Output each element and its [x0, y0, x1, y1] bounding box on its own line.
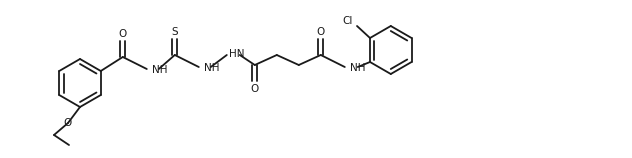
Text: NH: NH [152, 65, 167, 75]
Text: O: O [64, 118, 72, 128]
Text: O: O [119, 29, 127, 39]
Text: HN: HN [229, 49, 245, 59]
Text: NH: NH [349, 63, 365, 73]
Text: S: S [171, 27, 178, 37]
Text: Cl: Cl [343, 16, 353, 26]
Text: NH: NH [204, 63, 219, 73]
Text: O: O [317, 27, 325, 37]
Text: O: O [251, 84, 259, 94]
